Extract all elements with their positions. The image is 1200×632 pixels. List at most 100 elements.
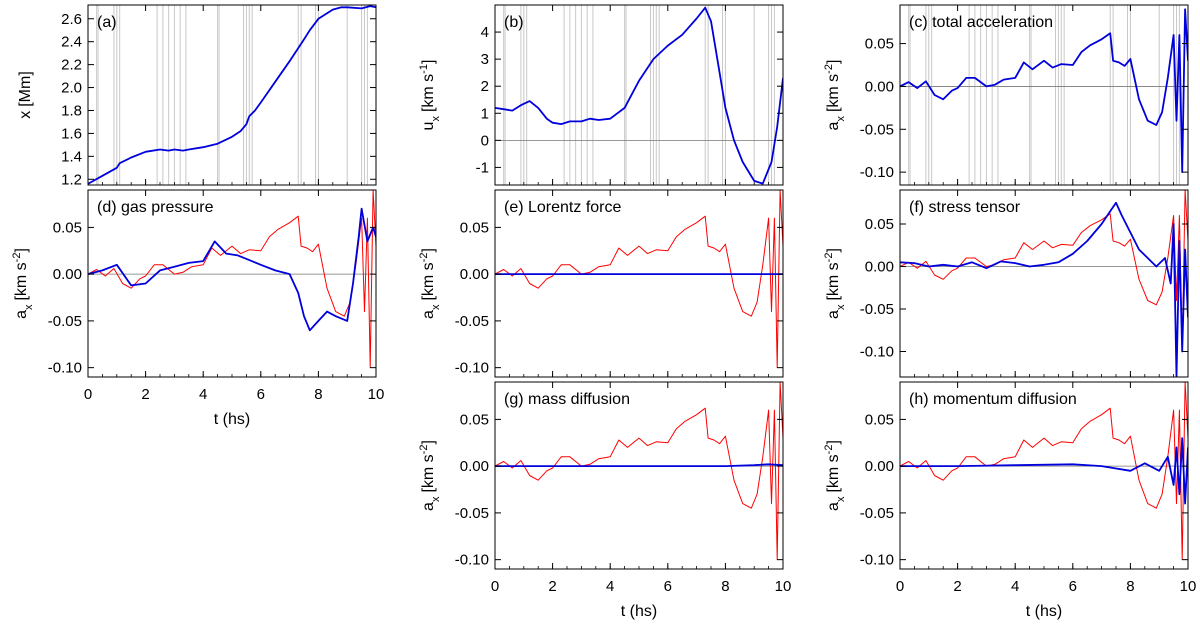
ytick-label-a-0: 1.2 — [61, 171, 82, 188]
ytick-label-c-3: 0.05 — [865, 36, 894, 53]
panel-title-b: (b) — [504, 14, 524, 31]
ytick-label-b-0: -1 — [476, 159, 489, 176]
plot-area-d — [88, 190, 376, 369]
frame-f — [899, 189, 1189, 378]
panel-c: -0.10 -0.05 0.00 0.05 (c) total acceleration… — [823, 4, 1189, 186]
ytick-label-g-1: -0.05 — [455, 505, 489, 522]
frame-g — [494, 381, 784, 570]
ylabel-d: ax[km s-2] — [11, 248, 35, 319]
panel-title-e: (e) Lorentz force — [504, 199, 621, 216]
panel-d: 0 2 4 6 8 10 -0.10 -0.05 0.00 0.05 (d) gas pressur… — [11, 189, 385, 428]
ytick-label-d-0: -0.10 — [48, 360, 82, 377]
ytick-label-g-0: -0.10 — [455, 552, 489, 569]
ytick-label-b-4: 3 — [481, 51, 489, 68]
ylabel-g: ax[km s-2] — [418, 440, 442, 511]
panel-title-g: (g) mass diffusion — [504, 391, 630, 408]
panel-title-h: (h) momentum diffusion — [909, 391, 1077, 408]
ytick-label-e-1: -0.05 — [455, 313, 489, 330]
plot-area-h — [900, 382, 1188, 561]
xtick-label-g-5: 10 — [775, 578, 792, 595]
ytick-label-f-2: 0.00 — [865, 259, 894, 276]
ytick-label-e-3: 0.05 — [460, 219, 489, 236]
panel-a: 1.2 1.4 1.6 1.8 2.0 2.2 2.4 2.6 (a) x[Mm] — [17, 4, 377, 188]
xtick-label-g-0: 0 — [491, 578, 499, 595]
ytick-label-c-2: 0.00 — [865, 78, 894, 95]
ytick-label-c-1: -0.05 — [860, 121, 894, 138]
xlabel-h: t (hs) — [1026, 603, 1062, 620]
ytick-label-d-1: -0.05 — [48, 313, 82, 330]
ylabel-a: x[Mm] — [17, 71, 34, 119]
xtick-label-d-5: 10 — [368, 386, 385, 403]
ytick-label-b-2: 1 — [481, 105, 489, 122]
ytick-label-a-1: 1.4 — [61, 148, 82, 165]
ytick-label-d-2: 0.00 — [53, 266, 82, 283]
ytick-label-a-4: 2.0 — [61, 80, 82, 97]
xtick-label-g-4: 8 — [721, 578, 729, 595]
series-c-blue — [900, 8, 1188, 174]
ytick-label-a-7: 2.6 — [61, 11, 82, 28]
series-d-red — [88, 190, 376, 369]
ytick-label-e-2: 0.00 — [460, 266, 489, 283]
xtick-label-h-0: 0 — [896, 578, 904, 595]
panel-f: -0.10 -0.05 0.00 0.05 (f) stress tensor ax[km… — [823, 189, 1189, 378]
series-g-blue — [495, 463, 783, 468]
plot-area-g — [495, 382, 783, 561]
panel-title-d: (d) gas pressure — [97, 199, 214, 216]
plot-area-a — [88, 5, 376, 185]
ylabel-c: ax[km s-2] — [823, 60, 847, 131]
ytick-label-g-3: 0.05 — [460, 411, 489, 428]
xtick-label-h-1: 2 — [953, 578, 961, 595]
panel-e: -0.10 -0.05 0.00 0.05 (e) Lorentz force ax[km… — [418, 189, 784, 378]
xtick-label-h-3: 6 — [1069, 578, 1077, 595]
xlabel-g: t (hs) — [621, 603, 657, 620]
ylabel-f: ax[km s-2] — [823, 248, 847, 319]
series-f-blue — [900, 201, 1188, 377]
ytick-label-f-3: 0.05 — [865, 216, 894, 233]
series-f-red — [900, 190, 1188, 352]
panel-title-f: (f) stress tensor — [909, 199, 1021, 216]
ytick-label-h-2: 0.00 — [865, 458, 894, 475]
xtick-label-h-4: 8 — [1126, 578, 1134, 595]
ytick-label-a-3: 1.8 — [61, 102, 82, 119]
ylabel-e: ax[km s-2] — [418, 248, 442, 319]
ytick-label-g-2: 0.00 — [460, 458, 489, 475]
ytick-label-a-5: 2.2 — [61, 57, 82, 74]
ylabel-b: ux[km s-1] — [418, 60, 442, 131]
xtick-label-d-2: 4 — [199, 386, 207, 403]
ylabel-h: ax[km s-2] — [823, 440, 847, 511]
plot-area-f — [900, 190, 1188, 377]
xtick-label-g-2: 4 — [606, 578, 614, 595]
ytick-label-a-6: 2.4 — [61, 34, 82, 51]
frame-c — [899, 4, 1189, 186]
xtick-label-d-1: 2 — [141, 386, 149, 403]
ytick-label-b-1: 0 — [481, 132, 489, 149]
plot-area-b — [495, 5, 783, 185]
series-a-blue — [88, 5, 376, 185]
xtick-label-d-4: 8 — [314, 386, 322, 403]
panel-b: -1 0 1 2 3 4 (b) ux[km s-1] — [418, 4, 784, 186]
plot-area-c — [900, 5, 1188, 185]
ytick-label-f-0: -0.10 — [860, 344, 894, 361]
series-e-red — [495, 190, 783, 369]
ytick-label-f-1: -0.05 — [860, 301, 894, 318]
panel-h: 0 2 4 6 8 10 -0.10 -0.05 0.00 0.05 (h) momentum di… — [823, 381, 1197, 620]
series-g-red — [495, 382, 783, 561]
plot-area-e — [495, 190, 783, 369]
panel-g: 0 2 4 6 8 10 -0.10 -0.05 0.00 0.05 (g) mass diffus… — [418, 381, 792, 620]
xtick-label-h-5: 10 — [1180, 578, 1197, 595]
ytick-label-h-3: 0.05 — [865, 411, 894, 428]
ytick-label-h-1: -0.05 — [860, 505, 894, 522]
panel-title-c: (c) total acceleration — [909, 14, 1053, 31]
xlabel-d: t (hs) — [214, 411, 250, 428]
frame-h — [899, 381, 1189, 570]
xtick-label-g-3: 6 — [664, 578, 672, 595]
frame-d — [87, 189, 377, 378]
xtick-label-g-1: 2 — [548, 578, 556, 595]
xtick-label-d-3: 6 — [257, 386, 265, 403]
ytick-label-c-0: -0.10 — [860, 164, 894, 181]
xtick-label-d-0: 0 — [84, 386, 92, 403]
panel-title-a: (a) — [97, 14, 117, 31]
series-h-blue — [900, 437, 1188, 505]
frame-b — [494, 4, 784, 186]
